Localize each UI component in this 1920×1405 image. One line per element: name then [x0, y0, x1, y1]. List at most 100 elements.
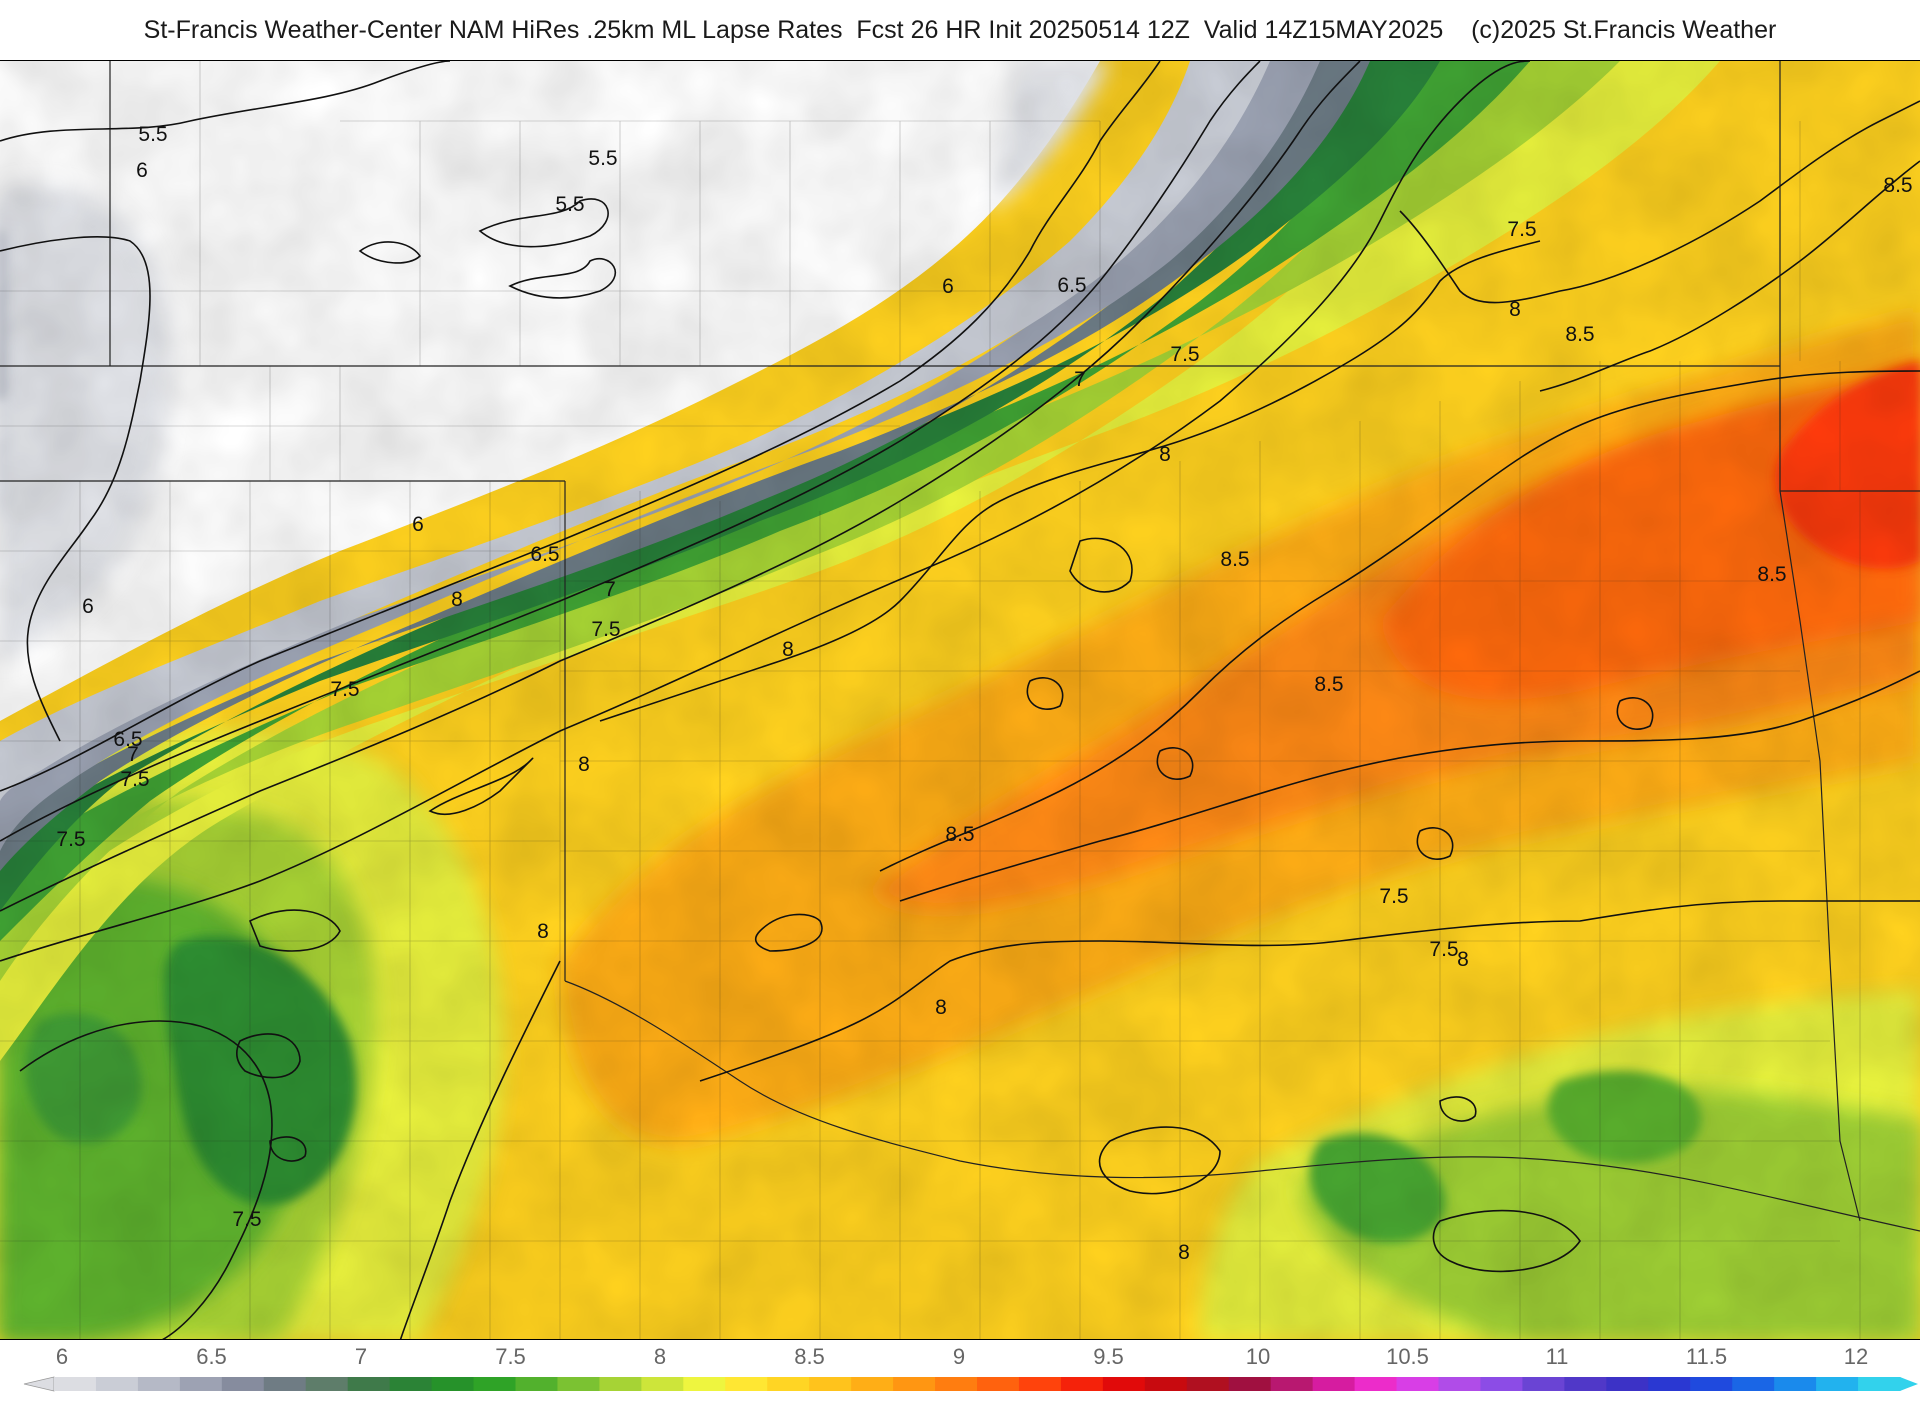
contour-6-5: [0, 61, 1261, 842]
colorbar-swatch: [1606, 1377, 1649, 1391]
colorbar-tick-label: 10.5: [1386, 1344, 1429, 1369]
contour-label: 8: [578, 753, 590, 776]
contour-7: [0, 61, 1361, 912]
colorbar-swatch: [1060, 1377, 1104, 1391]
colorbar-left-arrow: [23, 1376, 55, 1392]
colorbar: 6 6.5 7 7.5 8 8.5 9 9.5 10 10.5 11 11.5 12: [0, 1340, 1920, 1400]
colorbar-swatch: [95, 1377, 139, 1391]
county-lines: [0, 61, 1861, 1339]
contour-6-band: [0, 61, 1161, 792]
colorbar-tick-label: 6: [56, 1344, 68, 1369]
colorbar-swatch: [809, 1377, 852, 1391]
colorbar-swatch: [431, 1377, 475, 1391]
colorbar-swatch: [557, 1377, 600, 1391]
contour-label: 7.5: [330, 678, 359, 701]
contour-label: 7: [127, 743, 139, 766]
colorbar-swatch: [977, 1377, 1020, 1391]
contour-label: 8: [537, 920, 549, 943]
colorbar-swatch: [1018, 1377, 1062, 1391]
contour-label: 8.5: [945, 823, 974, 846]
colorbar-swatch: [1144, 1377, 1188, 1391]
colorbar-swatch: [179, 1377, 223, 1391]
contour-label: 5.5: [588, 147, 617, 170]
contour-7-5-band: [0, 61, 1531, 962]
colorbar-tick-label: 7.5: [495, 1344, 526, 1369]
contour-line-layer: [0, 61, 1920, 1339]
contour-label: 7.5: [1429, 938, 1458, 961]
colorbar-swatch: [767, 1377, 810, 1391]
contour-label: 6.5: [113, 728, 142, 751]
contour-label: 5.5: [555, 193, 584, 216]
colorbar-swatch: [1270, 1377, 1314, 1391]
contour-label: 6: [412, 513, 424, 536]
colorbar-swatch: [1522, 1377, 1565, 1391]
contour-label: 8.5: [1220, 548, 1249, 571]
colorbar-swatch: [851, 1377, 894, 1391]
contour-label: 8: [935, 996, 947, 1019]
contour-label: 7: [1074, 368, 1086, 391]
contour-8-5-cell: [754, 913, 823, 952]
colorbar-swatch: [1774, 1377, 1817, 1391]
colorbar-swatch: [1396, 1377, 1439, 1391]
contour-label: 6.5: [530, 543, 559, 566]
contour-8-5-ne: [1539, 160, 1920, 392]
lapse-rate-fill-layer: [0, 61, 1920, 1339]
contour-label: 8.5: [1565, 323, 1594, 346]
contour-label: 7.5: [1507, 218, 1536, 241]
contour-8-5-band: [879, 370, 1920, 872]
contour-label: 5.5: [138, 123, 167, 146]
colorbar-tick-label: 9: [953, 1344, 965, 1369]
contour-label: 8.5: [1757, 563, 1786, 586]
contour-label: 8: [1457, 948, 1469, 971]
contour-label: 8: [1178, 1241, 1190, 1264]
colorbar-tick-label: 8: [654, 1344, 666, 1369]
contour-label: 7.5: [120, 768, 149, 791]
contour-label: 8: [1509, 298, 1521, 321]
boundary-layer: [0, 61, 1920, 1339]
colorbar-swatch: [473, 1377, 516, 1391]
colorbar-tick-label: 10: [1246, 1344, 1270, 1369]
colorbar-tick-label: 8.5: [794, 1344, 825, 1369]
colorbar-swatch: [1858, 1377, 1901, 1391]
colorbar-swatch: [221, 1377, 265, 1391]
contour-6-nw: [0, 236, 151, 742]
contour-8-5-cell2: [428, 757, 534, 816]
colorbar-right-arrow: [1900, 1377, 1918, 1391]
colorbar-swatch: [1312, 1377, 1356, 1391]
contour-label: 8: [451, 588, 463, 611]
map-title: St-Francis Weather-Center NAM HiRes .25k…: [143, 15, 1777, 44]
colorbar-tick-label: 7: [355, 1344, 367, 1369]
colorbar-swatch: [893, 1377, 936, 1391]
colorbar-swatch: [515, 1377, 558, 1391]
colorbar-tick-label: 11.5: [1686, 1344, 1727, 1369]
colorbar-tick-label: 11: [1546, 1344, 1569, 1369]
colorbar-tick-labels: 6 6.5 7 7.5 8 8.5 9 9.5 10 10.5 11 11.5 12: [56, 1344, 1868, 1369]
colorbar-swatch: [347, 1377, 391, 1391]
colorbar-swatch: [389, 1377, 433, 1391]
colorbar-swatch: [1480, 1377, 1523, 1391]
contour-8-sw: [399, 960, 561, 1339]
colorbar-swatch: [1816, 1377, 1859, 1391]
colorbar-swatch: [725, 1377, 768, 1391]
contour-label: 6: [942, 275, 954, 298]
contour-8-islands: [1026, 537, 1654, 860]
contour-label: 8: [782, 638, 794, 661]
colorbar-tick-label: 9.5: [1093, 1344, 1124, 1369]
colorbar-swatch: [683, 1377, 726, 1391]
contour-label: 6: [136, 159, 148, 182]
colorbar-swatch: [305, 1377, 349, 1391]
contour-label: 7.5: [591, 618, 620, 641]
colorbar-swatches: [23, 1376, 1918, 1392]
colorbar-tick-label: 12: [1844, 1344, 1868, 1369]
field-texture: [0, 61, 1920, 1339]
contour-label: 8: [1159, 443, 1171, 466]
colorbar-swatch: [1186, 1377, 1230, 1391]
colorbar-swatch: [1690, 1377, 1733, 1391]
state-lines: [0, 61, 1920, 1232]
colorbar-swatch: [1648, 1377, 1691, 1391]
colorbar-swatch: [263, 1377, 307, 1391]
colorbar-swatch: [1564, 1377, 1607, 1391]
contour-5-5: [0, 61, 451, 142]
contour-7-5-cells: [248, 909, 1581, 1273]
contour-label: 6.5: [1057, 274, 1086, 297]
